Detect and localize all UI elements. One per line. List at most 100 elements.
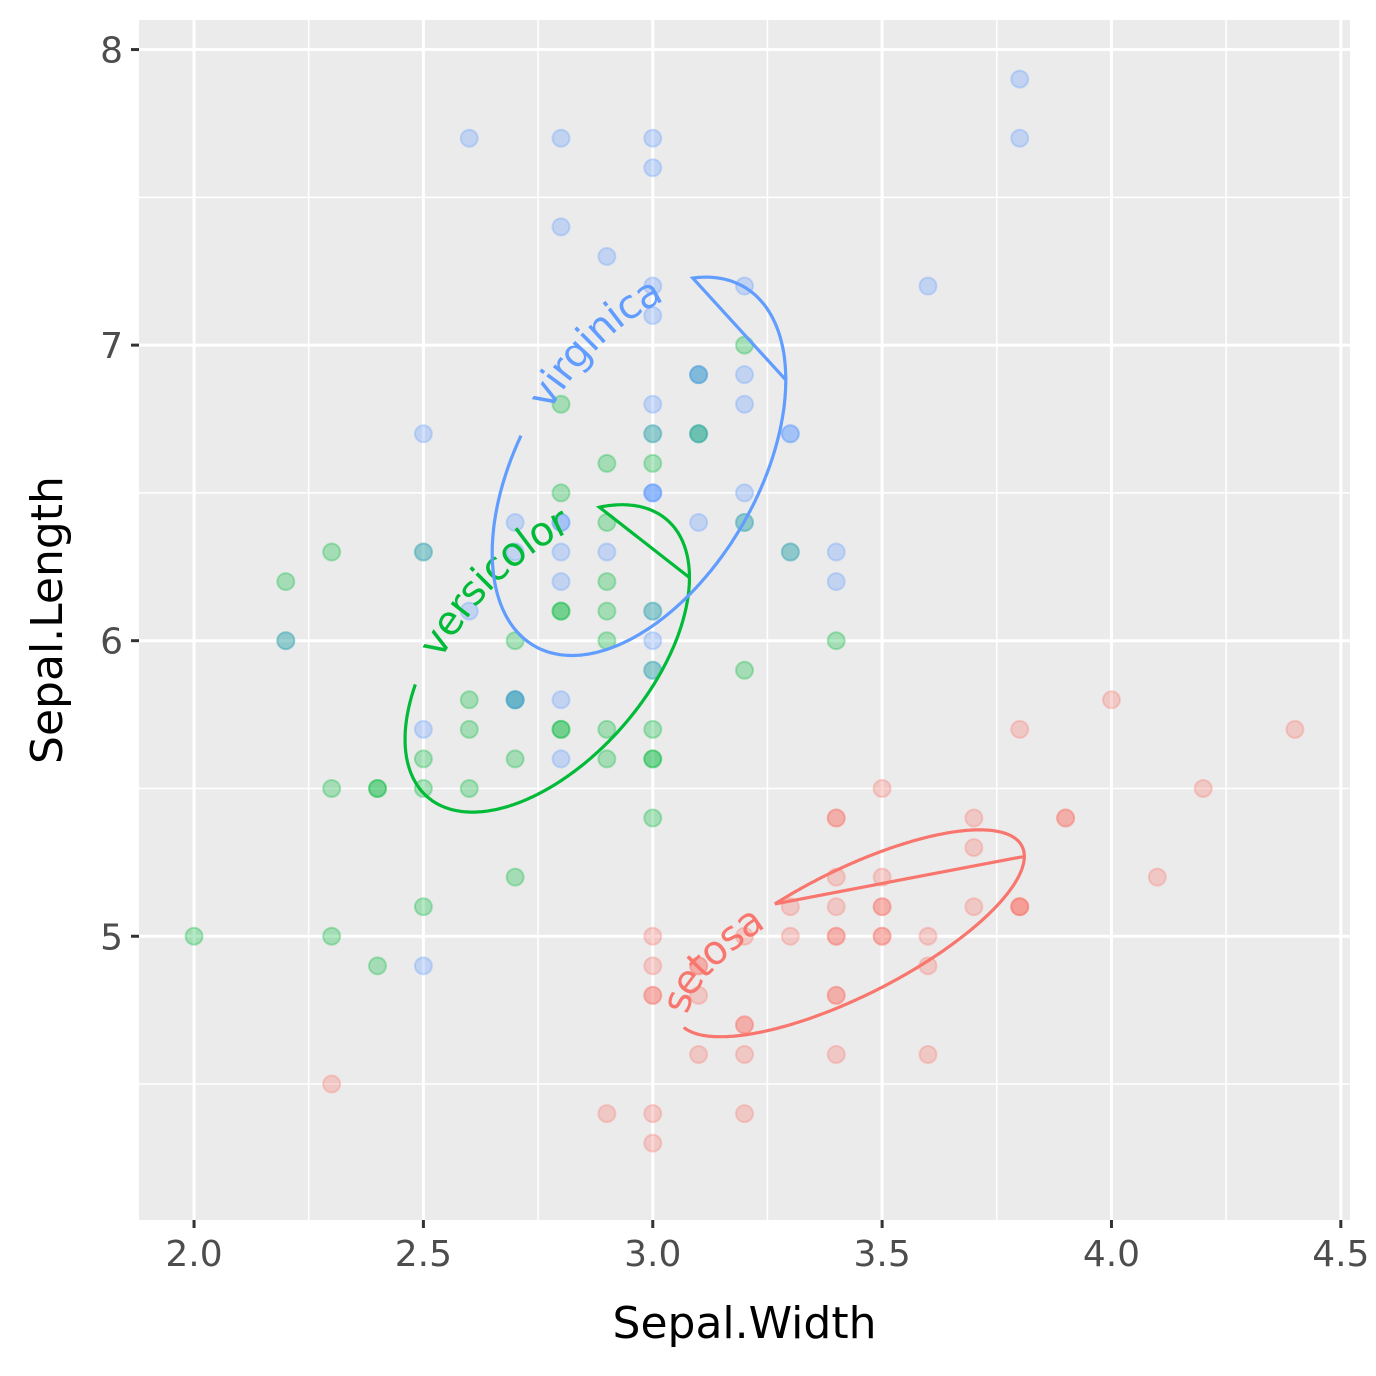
versicolor-point bbox=[322, 778, 342, 798]
virginica-point bbox=[1010, 69, 1030, 89]
setosa-point bbox=[826, 985, 846, 1005]
y-tick-label: 8 bbox=[100, 31, 123, 72]
setosa-point bbox=[735, 1104, 754, 1124]
plot-panel bbox=[139, 20, 1350, 1220]
setosa-point bbox=[322, 1074, 342, 1094]
virginica-point bbox=[689, 512, 709, 532]
setosa-point bbox=[872, 897, 892, 917]
setosa-point bbox=[918, 926, 938, 946]
x-axis-title: Sepal.Width bbox=[613, 1298, 877, 1349]
virginica-point bbox=[551, 512, 571, 532]
minor-gridlines bbox=[139, 20, 1350, 1220]
versicolor-point bbox=[643, 601, 663, 621]
versicolor-point bbox=[597, 719, 617, 739]
virginica-point bbox=[643, 394, 663, 414]
y-tick-label: 5 bbox=[100, 917, 123, 958]
virginica-point bbox=[735, 365, 754, 385]
setosa-point bbox=[1101, 690, 1121, 710]
setosa-point bbox=[1010, 897, 1030, 917]
virginica-point bbox=[918, 276, 938, 296]
virginica-point bbox=[826, 542, 846, 562]
virginica-point bbox=[551, 690, 571, 710]
setosa-point bbox=[643, 985, 663, 1005]
versicolor-point bbox=[413, 749, 433, 769]
x-tick-label: 3.0 bbox=[624, 1234, 681, 1275]
setosa-point bbox=[643, 926, 663, 946]
setosa-point bbox=[735, 1015, 754, 1035]
setosa-point bbox=[826, 926, 846, 946]
versicolor-point bbox=[413, 778, 433, 798]
versicolor-point bbox=[505, 690, 525, 710]
setosa-point bbox=[689, 956, 709, 976]
virginica-point bbox=[643, 158, 663, 178]
virginica-point bbox=[735, 483, 754, 503]
setosa-point bbox=[826, 808, 846, 828]
setosa-point bbox=[826, 985, 846, 1005]
virginica-point bbox=[780, 542, 800, 562]
y-axis: 5 6 7 8 bbox=[100, 31, 139, 958]
setosa-point bbox=[918, 1044, 938, 1064]
setosa-point bbox=[643, 985, 663, 1005]
virginica-point bbox=[459, 601, 479, 621]
setosa-point bbox=[689, 956, 709, 976]
setosa-point bbox=[1285, 719, 1305, 739]
x-axis: 2.0 2.5 3.0 3.5 4.0 4.5 bbox=[165, 1220, 1369, 1275]
setosa-point bbox=[964, 838, 984, 858]
setosa-point bbox=[1056, 808, 1076, 828]
versicolor-point bbox=[689, 365, 709, 385]
virginica-point bbox=[413, 542, 433, 562]
setosa-point bbox=[689, 1044, 709, 1064]
virginica-point bbox=[643, 306, 663, 326]
versicolor-point bbox=[276, 631, 296, 651]
virginica-point bbox=[643, 483, 663, 503]
versicolor-point bbox=[780, 542, 800, 562]
setosa-ellipse bbox=[682, 828, 1026, 1039]
versicolor-point bbox=[597, 749, 617, 769]
versicolor-point bbox=[643, 749, 663, 769]
virginica-point bbox=[505, 542, 525, 562]
setosa-point bbox=[597, 1104, 617, 1124]
virginica-point bbox=[643, 424, 663, 444]
versicolor-point bbox=[505, 749, 525, 769]
virginica-point bbox=[689, 365, 709, 385]
y-axis-title: Sepal.Length bbox=[22, 476, 73, 764]
x-tick-label: 4.0 bbox=[1083, 1234, 1140, 1275]
virginica-point bbox=[505, 690, 525, 710]
versicolor-point bbox=[689, 424, 709, 444]
virginica-point bbox=[643, 483, 663, 503]
virginica-point bbox=[413, 719, 433, 739]
virginica-point bbox=[826, 572, 846, 592]
versicolor-point bbox=[551, 394, 571, 414]
setosa-point bbox=[872, 926, 892, 946]
setosa-point bbox=[643, 1104, 663, 1124]
versicolor-point bbox=[413, 897, 433, 917]
virginica-point bbox=[551, 572, 571, 592]
setosa-point bbox=[735, 1044, 754, 1064]
setosa-point bbox=[964, 897, 984, 917]
virginica-point bbox=[689, 365, 709, 385]
virginica-point bbox=[413, 424, 433, 444]
setosa-point bbox=[689, 985, 709, 1005]
setosa-point bbox=[1056, 808, 1076, 828]
virginica-point bbox=[551, 749, 571, 769]
virginica-point bbox=[1010, 128, 1030, 148]
versicolor-point bbox=[551, 601, 571, 621]
versicolor-point bbox=[643, 808, 663, 828]
setosa-point bbox=[643, 1133, 663, 1153]
virginica-point bbox=[505, 690, 525, 710]
virginica-point bbox=[597, 542, 617, 562]
versicolor-point bbox=[505, 867, 525, 887]
setosa-point bbox=[1147, 867, 1167, 887]
versicolor-point bbox=[643, 424, 663, 444]
x-tick-label: 4.5 bbox=[1312, 1234, 1369, 1275]
setosa-point bbox=[826, 926, 846, 946]
setosa-point bbox=[826, 1044, 846, 1064]
versicolor-point bbox=[368, 956, 388, 976]
virginica-point bbox=[276, 631, 296, 651]
versicolor-point bbox=[505, 690, 525, 710]
virginica-point bbox=[780, 424, 800, 444]
x-tick-label: 2.0 bbox=[165, 1234, 222, 1275]
virginica-point bbox=[643, 276, 663, 296]
virginica-point bbox=[459, 128, 479, 148]
